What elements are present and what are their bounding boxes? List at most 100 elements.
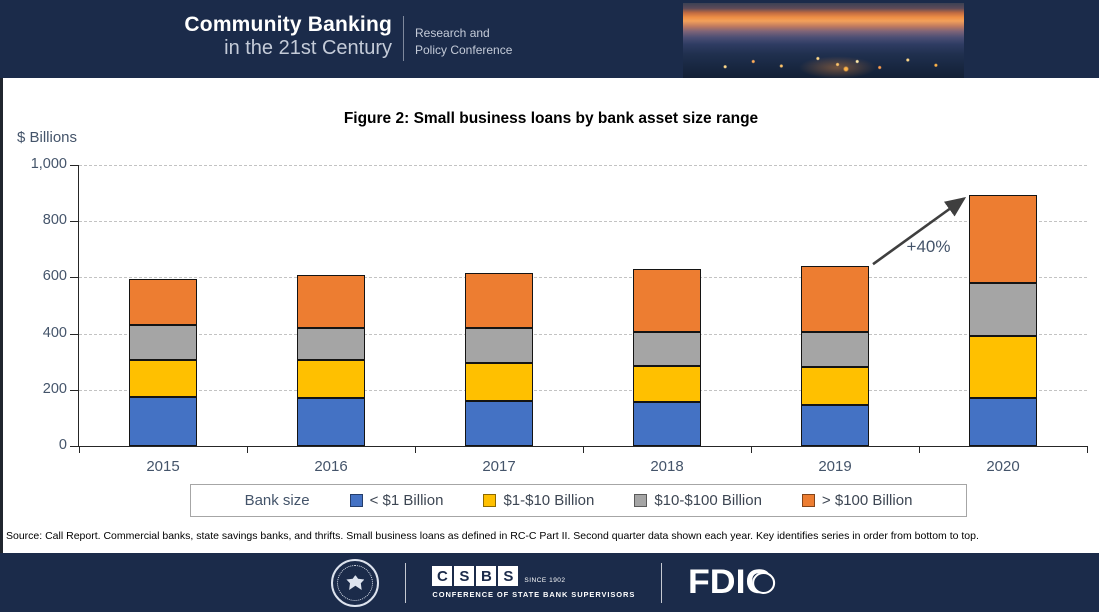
footer-divider [661, 562, 663, 603]
y-axis-tick [70, 165, 79, 166]
gridline [79, 277, 1087, 279]
x-axis-category-label: 2017 [482, 458, 516, 475]
x-axis-category-label: 2015 [146, 458, 180, 475]
fdic-seal-icon [752, 571, 776, 594]
bar-segment-2020 [969, 336, 1037, 399]
bar-segment-2016 [297, 398, 365, 446]
gridline [79, 389, 1087, 391]
y-axis-tick-label: 800 [42, 212, 67, 229]
x-axis-tick [247, 446, 248, 453]
csbs-letter: B [476, 566, 497, 586]
bar-segment-2017 [465, 363, 533, 402]
bar-segment-2015 [129, 325, 197, 361]
footer-divider [405, 562, 407, 603]
x-axis-line [78, 446, 1087, 447]
gridline [79, 165, 1087, 166]
y-axis-tick [70, 333, 79, 335]
bar-segment-2018 [633, 365, 701, 403]
bar-segment-2019 [801, 332, 869, 368]
bar-segment-2017 [465, 401, 533, 446]
csbs-letter: C [432, 566, 453, 586]
chart-area: Figure 2: Small business loans by bank a… [0, 78, 1099, 553]
x-axis-category-label: 2020 [986, 458, 1020, 475]
x-axis-category-label: 2016 [314, 458, 348, 475]
bar-segment-2015 [129, 396, 197, 446]
legend-swatch-icon [801, 494, 815, 507]
legend-item: $1-$10 Billion [483, 492, 594, 509]
x-axis-category-label: 2019 [818, 458, 852, 475]
bar-segment-2015 [129, 360, 197, 397]
y-axis-tick-label: 200 [42, 380, 67, 397]
conference-label: Research and Policy Conference [415, 25, 512, 59]
chart-legend: Bank size < $1 Billion $1-$10 Billion $10-… [190, 484, 967, 517]
bar-segment-2016 [297, 274, 365, 328]
legend-title: Bank size [244, 492, 310, 509]
federal-reserve-seal-icon [331, 558, 380, 607]
y-axis-tick-label: 0 [58, 437, 67, 453]
y-axis-tick-label: 1,000 [30, 156, 67, 172]
header-band: Community Banking in the 21st Century Re… [0, 0, 1099, 78]
csbs-letter: S [454, 566, 475, 586]
x-axis-tick [751, 446, 752, 453]
brand-subtitle: in the 21st Century [224, 37, 392, 59]
x-axis-tick [415, 446, 416, 453]
conference-line1: Research and [415, 26, 490, 40]
bar-segment-2020 [969, 194, 1037, 283]
csbs-letter-boxes: C S B S SINCE 1902 [432, 566, 635, 586]
legend-label: < $1 Billion [369, 492, 444, 509]
bar-segment-2017 [465, 327, 533, 364]
x-axis-category-label: 2018 [650, 458, 684, 475]
y-axis-tick-label: 400 [42, 324, 67, 341]
y-axis-tick [70, 446, 79, 447]
bar-segment-2016 [297, 360, 365, 399]
fdic-logo: FDIC [688, 563, 776, 602]
bar-segment-2019 [801, 367, 869, 406]
footer-band: C S B S SINCE 1902 CONFERENCE OF STATE B… [0, 553, 1099, 612]
legend-swatch-icon [634, 494, 648, 507]
town-dusk-photo [683, 3, 964, 78]
y-axis-tick [70, 277, 79, 279]
gridline [79, 221, 1087, 223]
csbs-since: SINCE 1902 [524, 577, 566, 584]
legend-swatch-icon [483, 494, 497, 507]
y-axis-tick-label: 600 [42, 268, 67, 285]
legend-item: > $100 Billion [801, 492, 913, 509]
source-note: Source: Call Report. Commercial banks, s… [6, 530, 979, 542]
csbs-letter: S [498, 566, 519, 586]
x-axis-tick [919, 446, 920, 453]
bar-segment-2015 [129, 278, 197, 326]
x-axis-tick [1087, 446, 1088, 453]
bar-segment-2020 [969, 283, 1037, 337]
figure-title: Figure 2: Small business loans by bank a… [343, 110, 759, 127]
y-axis-line [78, 165, 79, 446]
brand-title: Community Banking [184, 13, 392, 36]
seal-ring [337, 564, 374, 601]
x-axis-tick [79, 446, 80, 453]
bar-segment-2020 [969, 398, 1037, 446]
legend-item: < $1 Billion [349, 492, 444, 509]
bar-segment-2016 [297, 327, 365, 361]
growth-annotation: +40% [906, 237, 951, 257]
x-axis-tick [583, 446, 584, 453]
gridline [79, 333, 1087, 335]
y-axis-tick [70, 221, 79, 223]
csbs-tagline: CONFERENCE OF STATE BANK SUPERVISORS [432, 590, 636, 599]
bar-segment-2018 [633, 402, 701, 446]
legend-swatch-icon [349, 494, 363, 507]
legend-label: $10-$100 Billion [654, 492, 762, 509]
conference-line2: Policy Conference [415, 42, 513, 57]
y-axis-tick [70, 389, 79, 391]
bar-segment-2017 [465, 273, 533, 328]
csbs-logo: C S B S SINCE 1902 CONFERENCE OF STATE B… [432, 566, 635, 599]
bar-segment-2019 [801, 405, 869, 446]
y-axis-title: $ Billions [17, 129, 78, 146]
bar-segment-2019 [801, 266, 869, 333]
bar-segment-2018 [633, 332, 701, 366]
stacked-bar-chart: 0 200 400 600 800 1,000 2015 2016 2017 2018 2019 20… [3, 78, 1099, 553]
bar-segment-2018 [633, 268, 701, 333]
legend-label: > $100 Billion [821, 492, 913, 509]
header-divider [403, 16, 404, 61]
legend-item: $10-$100 Billion [634, 492, 762, 509]
legend-label: $1-$10 Billion [503, 492, 595, 509]
